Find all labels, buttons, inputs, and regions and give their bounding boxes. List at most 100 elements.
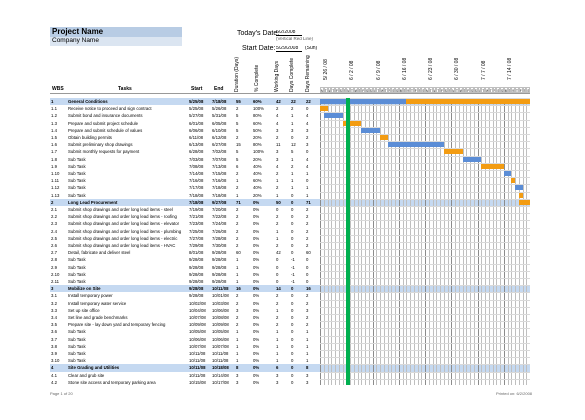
start-date-value[interactable]: 5/29/2008 xyxy=(276,46,302,52)
cell-pct[interactable]: 0% xyxy=(253,365,260,371)
cell-dur[interactable]: 3 xyxy=(236,372,239,378)
task-row[interactable]: 1.8 Sub Task 7/03/08 7/07/08 5 20% 3 1 4 xyxy=(50,156,320,163)
cell-task[interactable]: Submit shop drawings and order long lead… xyxy=(68,214,177,220)
task-row[interactable]: 1.5 Obtain building permits 6/11/08 6/12/08… xyxy=(50,134,320,141)
cell-dc[interactable]: 0 xyxy=(291,379,294,385)
cell-pct[interactable]: 0% xyxy=(253,257,260,263)
cell-dur[interactable]: 3 xyxy=(236,379,239,385)
cell-task[interactable]: Prepare site - lay down yard and tempora… xyxy=(68,322,166,328)
cell-dc[interactable]: 12 xyxy=(291,142,296,148)
cell-wbs[interactable]: 3.3 xyxy=(51,307,57,313)
task-row[interactable]: 3.6 Sub Task 10/05/08 10/05/08 1 0% 1 0 1 xyxy=(50,328,320,335)
cell-end[interactable]: 5/31/08 xyxy=(212,113,227,119)
cell-dr[interactable]: 8 xyxy=(306,365,309,371)
cell-task[interactable]: Submit bond and insurance documents xyxy=(68,113,143,119)
cell-end[interactable]: 9/27/08 xyxy=(212,199,227,205)
cell-end[interactable]: 10/01/08 xyxy=(212,293,229,299)
cell-task[interactable]: Stone site access and temporary parking … xyxy=(68,379,156,385)
cell-dur[interactable]: 2 xyxy=(236,221,239,227)
cell-start[interactable]: 10/06/08 xyxy=(189,336,206,342)
cell-dc[interactable]: 0 xyxy=(291,336,294,342)
cell-task[interactable]: Prepare and submit schedule of values xyxy=(68,127,143,133)
cell-dc[interactable]: 2 xyxy=(291,163,294,169)
cell-end[interactable]: 7/18/08 xyxy=(212,99,227,104)
cell-task[interactable]: Sub Task xyxy=(68,329,86,335)
cell-end[interactable]: 5/26/08 xyxy=(212,106,227,112)
cell-wbs[interactable]: 2.9 xyxy=(51,264,57,270)
cell-pct[interactable]: 0% xyxy=(253,300,260,306)
cell-wbs[interactable]: 2.8 xyxy=(51,257,57,263)
cell-start[interactable]: 7/29/08 xyxy=(189,243,204,248)
cell-wd[interactable]: 1 xyxy=(276,178,279,184)
cell-wbs[interactable]: 2.3 xyxy=(51,221,57,227)
cell-end[interactable]: 7/30/08 xyxy=(212,243,227,248)
task-bar[interactable] xyxy=(503,171,512,176)
cell-wd[interactable]: 3 xyxy=(276,156,279,162)
cell-start[interactable]: 6/01/08 xyxy=(189,120,204,126)
cell-pct[interactable]: 0% xyxy=(253,372,260,378)
cell-pct[interactable]: 60% xyxy=(253,120,262,126)
cell-wd[interactable]: 1 xyxy=(276,351,279,356)
cell-wbs[interactable]: 4.2 xyxy=(51,379,57,385)
cell-task[interactable]: Sub Task xyxy=(68,163,86,169)
cell-wbs[interactable]: 1.2 xyxy=(51,113,57,119)
cell-end[interactable]: 7/18/08 xyxy=(212,185,227,191)
cell-start[interactable]: 7/08/08 xyxy=(189,163,204,169)
cell-wd[interactable]: 4 xyxy=(276,113,279,119)
cell-dur[interactable]: 2 xyxy=(236,243,239,248)
cell-wbs[interactable]: 2.7 xyxy=(51,250,57,256)
cell-dur[interactable]: 2 xyxy=(236,185,239,191)
cell-dr[interactable]: 0 xyxy=(306,264,309,270)
cell-pct[interactable]: 0% xyxy=(253,264,260,270)
cell-pct[interactable]: 0% xyxy=(253,207,260,212)
cell-dr[interactable]: 4 xyxy=(306,113,309,119)
cell-wbs[interactable]: 1.12 xyxy=(51,185,60,191)
cell-dur[interactable]: 55 xyxy=(236,99,241,104)
cell-dur[interactable]: 1 xyxy=(236,192,239,198)
cell-end[interactable]: 7/26/08 xyxy=(212,228,227,234)
cell-start[interactable]: 7/25/08 xyxy=(189,228,204,234)
task-row[interactable]: 1.6 Submit preliminary shop drawings 6/13/… xyxy=(50,141,320,148)
cell-task[interactable]: Sub Task xyxy=(68,257,86,263)
cell-pct[interactable]: 40% xyxy=(253,163,262,169)
cell-dr[interactable]: 2 xyxy=(306,322,309,328)
cell-wd[interactable]: 42 xyxy=(276,250,281,256)
cell-dur[interactable]: 1 xyxy=(236,336,239,342)
cell-dr[interactable]: 71 xyxy=(306,199,311,205)
cell-wbs[interactable]: 2.5 xyxy=(51,235,57,241)
cell-start[interactable]: 10/11/08 xyxy=(189,365,206,371)
cell-wbs[interactable]: 3.9 xyxy=(51,351,57,356)
cell-dr[interactable]: 22 xyxy=(306,99,311,104)
cell-pct[interactable]: 0% xyxy=(253,343,260,349)
cell-dc[interactable]: 1 xyxy=(291,156,294,162)
cell-dc[interactable]: 1 xyxy=(291,185,294,191)
cell-dc[interactable]: -1 xyxy=(291,279,295,284)
cell-start[interactable]: 7/23/08 xyxy=(189,221,204,227)
cell-end[interactable]: 7/16/08 xyxy=(212,178,227,184)
company-name[interactable]: Company Name xyxy=(50,37,182,46)
cell-pct[interactable]: 0% xyxy=(253,322,260,328)
task-bar[interactable] xyxy=(342,120,362,126)
project-name[interactable]: Project Name xyxy=(50,27,182,37)
phase-row[interactable]: 3 Mobilize on Site 9/28/08 10/11/08 16 0% 14 0 1… xyxy=(50,285,320,293)
cell-wbs[interactable]: 1.10 xyxy=(51,171,60,176)
cell-dc[interactable]: 0 xyxy=(291,228,294,234)
cell-wd[interactable]: 2 xyxy=(276,243,279,248)
cell-dc[interactable]: 0 xyxy=(291,351,294,356)
cell-wd[interactable]: 0 xyxy=(276,271,279,277)
cell-wbs[interactable]: 2.11 xyxy=(51,279,60,284)
phase-bar-complete[interactable] xyxy=(320,99,407,104)
cell-start[interactable]: 9/28/08 xyxy=(189,271,204,277)
cell-start[interactable]: 10/11/08 xyxy=(189,358,206,364)
cell-wd[interactable]: 4 xyxy=(276,120,279,126)
cell-dr[interactable]: 0 xyxy=(306,149,309,155)
cell-dur[interactable]: 5 xyxy=(236,149,239,155)
cell-pct[interactable]: 0% xyxy=(253,351,260,356)
task-row[interactable]: 1.7 Submit monthly requests for payment 6/… xyxy=(50,148,320,155)
cell-dur[interactable]: 2 xyxy=(236,315,239,320)
cell-wd[interactable]: 2 xyxy=(276,322,279,328)
task-bar[interactable] xyxy=(481,163,504,169)
cell-start[interactable]: 7/21/08 xyxy=(189,214,204,220)
cell-wbs[interactable]: 1.5 xyxy=(51,135,57,140)
task-row[interactable]: 1.2 Submit bond and insurance documents 5/… xyxy=(50,112,320,119)
